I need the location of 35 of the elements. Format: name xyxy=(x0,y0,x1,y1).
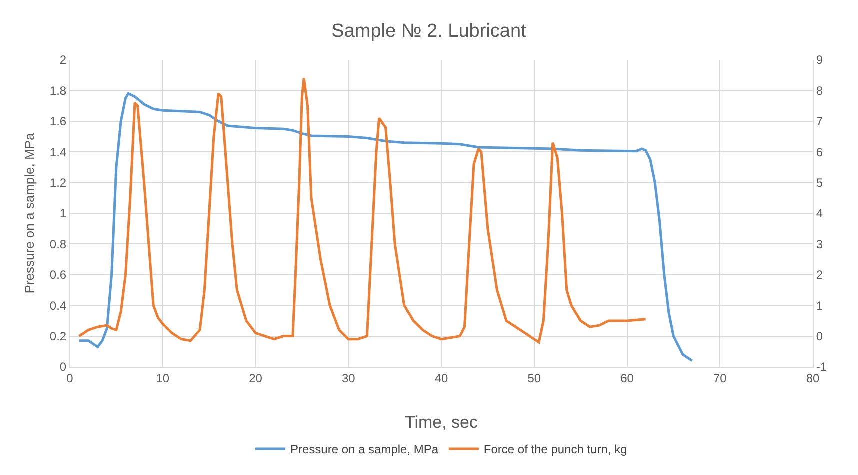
x-tick-label: 50 xyxy=(528,371,542,386)
y2-tick-label: 0 xyxy=(816,330,824,344)
y-tick-label: 1 xyxy=(60,206,67,221)
legend-label: Force of the punch turn, kg xyxy=(484,442,628,457)
y-tick-label: 0.4 xyxy=(50,298,67,313)
x-axis-title: Time, sec xyxy=(404,413,479,432)
y2-tick-label: 5 xyxy=(816,176,824,190)
y-tick-label: 0.2 xyxy=(50,330,67,344)
y2-tick-label: 8 xyxy=(816,84,824,98)
y-tick-label: 1.4 xyxy=(50,145,67,160)
line-series xyxy=(78,77,648,344)
y2-tick-label: 4 xyxy=(816,206,824,221)
x-tick-label: 10 xyxy=(156,371,170,386)
x-tick-label: 40 xyxy=(434,371,448,386)
x-tick-label: 20 xyxy=(249,371,263,386)
chart-title: Sample № 2. Lubricant xyxy=(332,21,528,42)
y-tick-label: 2 xyxy=(60,53,67,68)
x-tick-label: 70 xyxy=(713,371,728,386)
y2-tick-label: 9 xyxy=(816,53,824,68)
x-tick-label: 60 xyxy=(620,371,634,386)
y-tick-label: 0.6 xyxy=(50,268,67,282)
y2-tick-label: 3 xyxy=(816,237,824,252)
y-tick-label: 1.8 xyxy=(50,84,67,98)
y2-tick-label: 7 xyxy=(816,114,824,129)
y2-tick-label: 6 xyxy=(816,145,824,160)
y-tick-label: 0.8 xyxy=(50,237,67,252)
y2-tick-label: 2 xyxy=(816,268,824,282)
y-tick-label: 1.2 xyxy=(50,176,67,190)
line-series xyxy=(78,92,694,362)
y-axis-title: Pressure on a sample, MPa xyxy=(22,132,37,294)
legend-label: Pressure on a sample, MPa xyxy=(290,442,439,457)
y-tick-label: 1.6 xyxy=(50,114,67,129)
y-tick-label: 0 xyxy=(60,360,67,374)
x-tick-label: 30 xyxy=(342,371,356,386)
y2-tick-label: 1 xyxy=(816,298,824,313)
